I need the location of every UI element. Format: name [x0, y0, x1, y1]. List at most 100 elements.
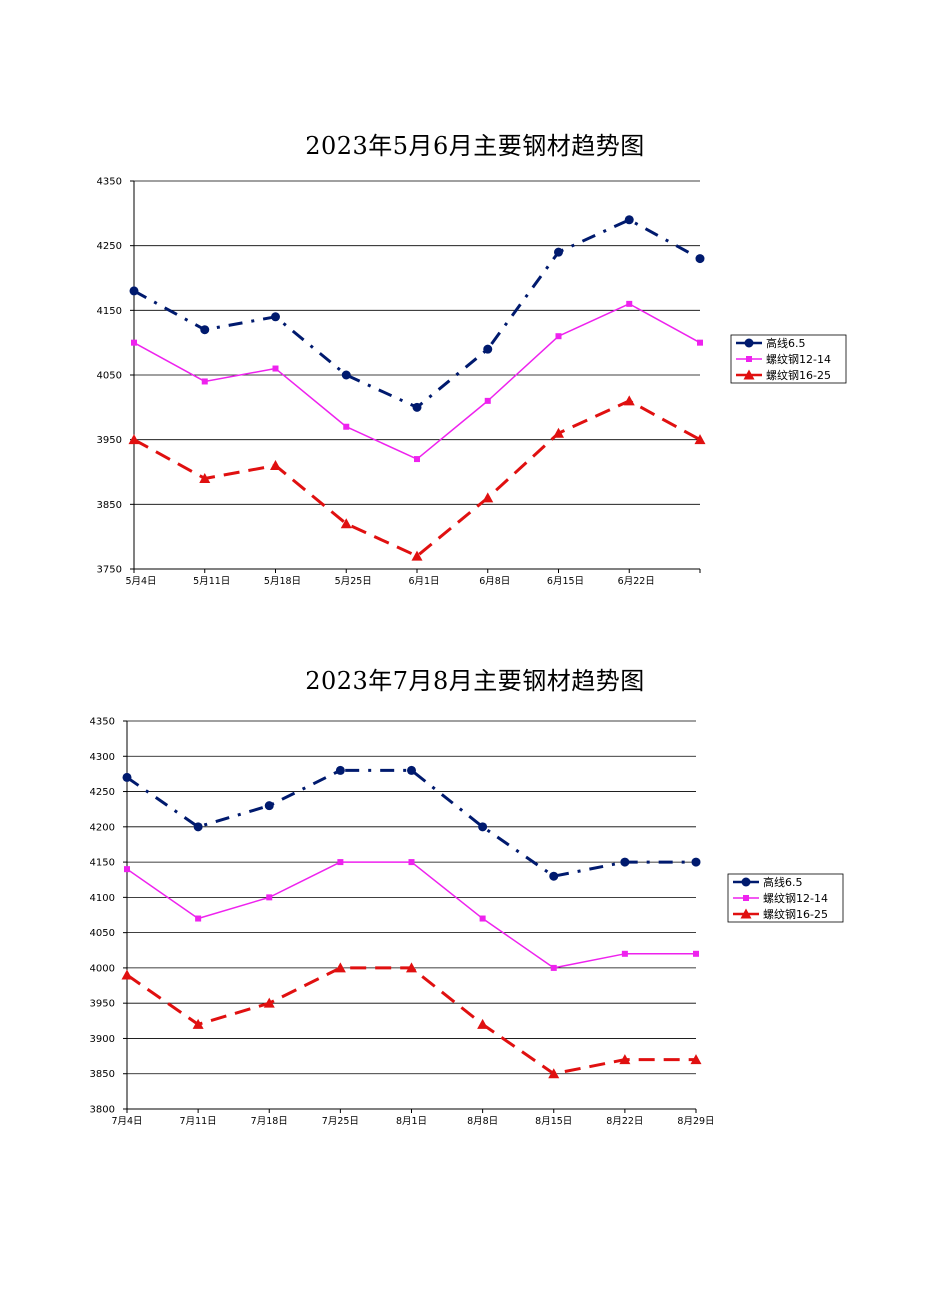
legend-label: 高线6.5 — [763, 875, 803, 889]
data-point-s3 — [553, 427, 564, 438]
x-tick-label: 7月18日 — [251, 1116, 288, 1127]
y-tick-label: 4350 — [90, 717, 115, 728]
x-tick-label: 7月25日 — [322, 1116, 359, 1127]
data-point-s2 — [693, 950, 699, 957]
data-point-s3 — [263, 997, 275, 1008]
data-point-s3 — [477, 1018, 489, 1029]
data-point-s1 — [478, 822, 488, 832]
data-point-s3 — [619, 1054, 631, 1065]
y-tick-label: 4150 — [97, 306, 122, 317]
data-point-s3 — [340, 518, 352, 529]
data-point-s3 — [128, 434, 140, 445]
data-point-s2 — [697, 339, 703, 346]
data-point-s1 — [271, 312, 280, 322]
y-tick-label: 3950 — [90, 999, 115, 1010]
data-point-s2 — [201, 378, 208, 385]
y-tick-label: 4000 — [90, 963, 115, 974]
y-tick-label: 4150 — [90, 858, 115, 869]
data-point-s1 — [554, 247, 563, 257]
data-point-s3 — [411, 550, 423, 561]
y-tick-label: 4050 — [90, 928, 115, 939]
legend: 高线6.5 螺纹钢12-14 螺纹钢16-25 — [730, 334, 847, 384]
data-point-s3 — [121, 969, 133, 980]
data-point-s3 — [623, 395, 635, 406]
data-point-s2 — [626, 300, 633, 307]
y-tick-label: 4250 — [90, 787, 115, 798]
data-point-s3 — [192, 1018, 204, 1029]
data-point-s1 — [122, 772, 132, 782]
data-point-s2 — [408, 859, 415, 866]
data-point-s2 — [124, 866, 130, 873]
data-point-s3 — [548, 1068, 560, 1079]
data-point-s3 — [406, 962, 417, 973]
data-point-s1 — [407, 765, 416, 775]
legend-swatch-marker — [746, 356, 752, 362]
x-tick-label: 5月18日 — [264, 576, 301, 587]
x-tick-label: 7月11日 — [180, 1116, 217, 1127]
legend-label: 螺纹钢12-14 — [766, 352, 831, 366]
y-tick-label: 4250 — [97, 241, 122, 252]
x-tick-label: 8月15日 — [535, 1116, 572, 1127]
data-point-s3 — [694, 434, 706, 445]
data-point-s3 — [482, 492, 494, 503]
y-tick-label: 4050 — [97, 371, 122, 382]
y-tick-label: 3850 — [90, 1069, 115, 1080]
y-tick-label: 3850 — [97, 500, 122, 511]
chart-2-plot: 4350 4300 4250 4200 4150 4100 4050 4000 3950 3900… — [90, 717, 844, 1127]
x-tick-label: 6月8日 — [479, 576, 510, 587]
data-point-s1 — [412, 402, 422, 412]
x-tick-label: 6月15日 — [547, 576, 584, 587]
data-point-s1 — [549, 871, 559, 881]
chart-2-title: 2023年7月8月主要钢材趋势图 — [305, 667, 645, 695]
x-tick-label: 7月4日 — [111, 1116, 142, 1127]
data-point-s1 — [200, 325, 210, 335]
x-tick-label: 5月11日 — [193, 576, 230, 587]
y-tick-label: 3750 — [97, 565, 122, 576]
data-point-s2 — [131, 339, 137, 346]
y-tick-label: 4100 — [90, 893, 115, 904]
data-point-s1 — [695, 254, 705, 264]
legend-label: 高线6.5 — [766, 336, 806, 350]
x-tick-label: 8月1日 — [396, 1116, 427, 1127]
legend-swatch-marker — [744, 338, 754, 348]
data-point-s2 — [555, 333, 562, 340]
data-point-s1 — [624, 215, 634, 225]
data-point-s1 — [335, 765, 345, 775]
series-line-3 — [126, 966, 696, 1076]
x-tick-label: 8月22日 — [606, 1116, 643, 1127]
series-line-1 — [126, 768, 696, 878]
legend-label: 螺纹钢12-14 — [763, 891, 828, 905]
x-tick-label: 6月22日 — [618, 576, 655, 587]
data-point-s3 — [334, 962, 346, 973]
data-point-s2 — [266, 894, 273, 901]
data-point-s2 — [479, 915, 486, 922]
legend-label: 螺纹钢16-25 — [763, 907, 828, 921]
x-tick-label: 5月25日 — [335, 576, 372, 587]
data-point-s1 — [620, 857, 630, 867]
data-point-s1 — [193, 822, 203, 832]
data-point-s2 — [550, 964, 557, 971]
data-point-s2 — [414, 456, 420, 463]
y-tick-label: 4200 — [90, 822, 115, 833]
data-point-s3 — [270, 460, 281, 471]
data-point-s1 — [264, 801, 274, 811]
y-tick-label: 3800 — [90, 1105, 115, 1116]
x-tick-label: 8月29日 — [677, 1116, 714, 1127]
y-tick-label: 4300 — [90, 752, 115, 763]
data-point-s2 — [621, 950, 628, 957]
data-point-s1 — [129, 286, 139, 296]
y-tick-label: 4350 — [97, 177, 122, 188]
legend-swatch-marker — [740, 908, 752, 919]
series-line-2 — [126, 861, 696, 969]
data-point-s1 — [341, 370, 351, 380]
x-tick-label: 8月8日 — [467, 1116, 498, 1127]
series-line-3 — [133, 399, 701, 558]
data-point-s2 — [337, 859, 344, 866]
legend-swatch-marker — [743, 369, 755, 380]
data-point-s2 — [343, 423, 350, 430]
data-point-s2 — [272, 365, 279, 372]
data-point-s2 — [484, 397, 491, 404]
data-point-s2 — [195, 915, 202, 922]
chart-1-title: 2023年5月6月主要钢材趋势图 — [305, 132, 645, 160]
x-tick-label: 6月1日 — [408, 576, 439, 587]
